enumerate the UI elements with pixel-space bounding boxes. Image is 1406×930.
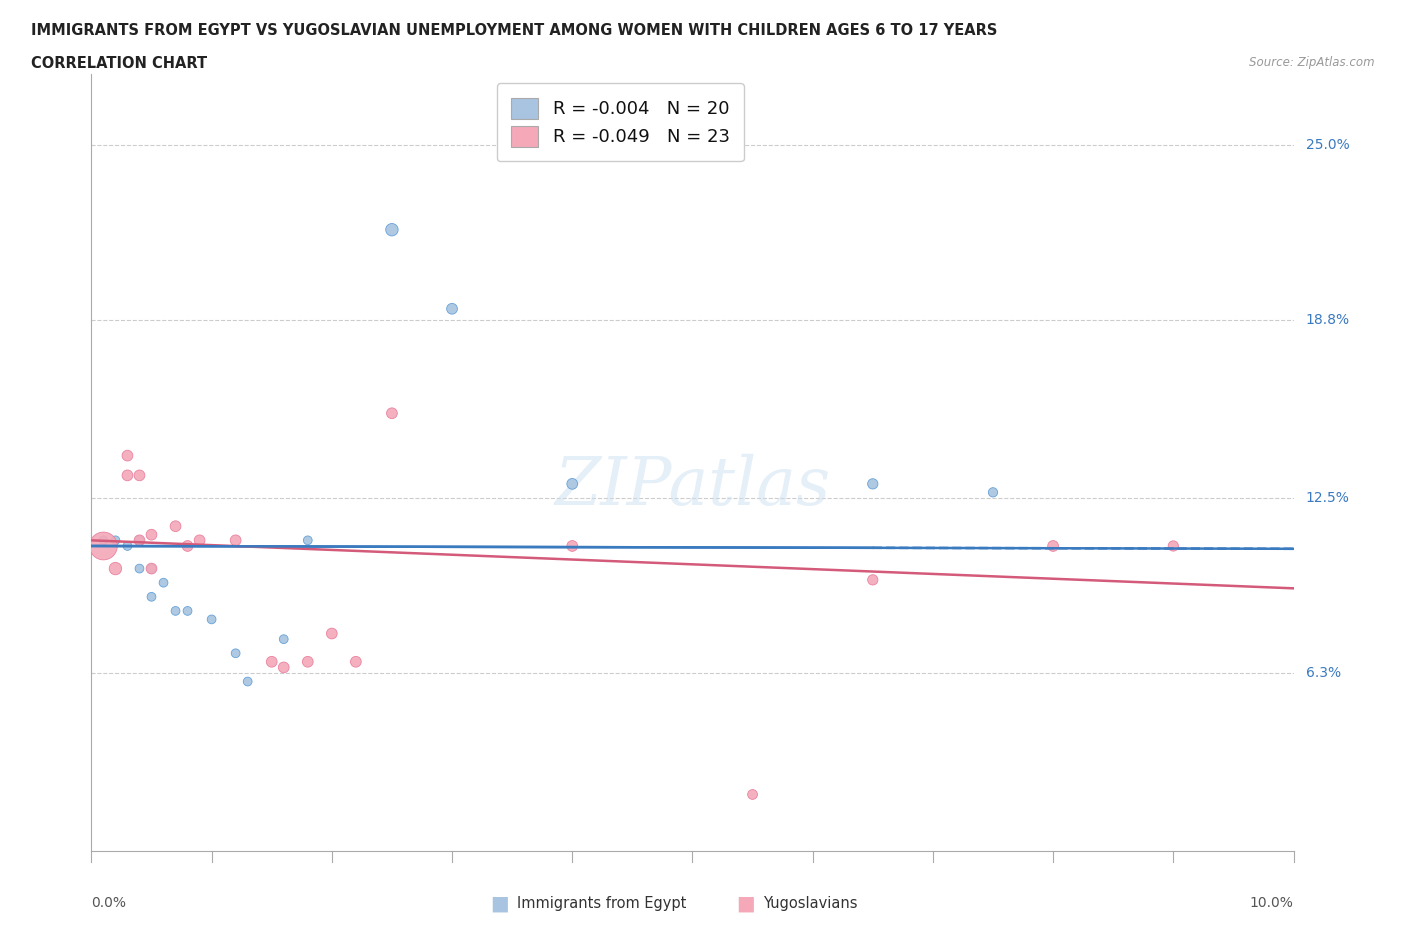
Point	[93, 533, 115, 548]
Text: ▪: ▪	[735, 889, 755, 919]
Text: IMMIGRANTS FROM EGYPT VS YUGOSLAVIAN UNEMPLOYMENT AMONG WOMEN WITH CHILDREN AGES: IMMIGRANTS FROM EGYPT VS YUGOSLAVIAN UNE…	[31, 23, 997, 38]
Point	[862, 573, 884, 588]
Text: ZIPatlas: ZIPatlas	[554, 453, 831, 519]
Point	[128, 561, 150, 576]
Point	[141, 527, 163, 542]
Point	[260, 655, 283, 670]
Text: Yugoslavians: Yugoslavians	[763, 897, 858, 911]
Text: CORRELATION CHART: CORRELATION CHART	[31, 56, 207, 71]
Point	[1161, 538, 1184, 553]
Text: 12.5%: 12.5%	[1306, 491, 1350, 505]
Point	[225, 533, 247, 548]
Point	[188, 533, 211, 548]
Legend: R = -0.004   N = 20, R = -0.049   N = 23: R = -0.004 N = 20, R = -0.049 N = 23	[496, 84, 744, 161]
Point	[117, 468, 139, 483]
Point	[297, 655, 319, 670]
Point	[344, 655, 367, 670]
Point	[104, 533, 127, 548]
Point	[862, 476, 884, 491]
Text: 10.0%: 10.0%	[1250, 897, 1294, 910]
Text: 6.3%: 6.3%	[1306, 666, 1341, 680]
Point	[297, 533, 319, 548]
Point	[176, 604, 198, 618]
Point	[152, 576, 174, 591]
Point	[117, 448, 139, 463]
Point	[273, 631, 295, 646]
Point	[165, 604, 187, 618]
Point	[117, 538, 139, 553]
Point	[225, 645, 247, 660]
Point	[381, 222, 404, 237]
Point	[165, 519, 187, 534]
Point	[141, 561, 163, 576]
Text: 18.8%: 18.8%	[1306, 313, 1350, 327]
Text: Immigrants from Egypt: Immigrants from Egypt	[517, 897, 686, 911]
Point	[273, 660, 295, 675]
Point	[981, 485, 1004, 499]
Point	[561, 476, 583, 491]
Text: ▪: ▪	[489, 889, 509, 919]
Point	[128, 533, 150, 548]
Point	[104, 561, 127, 576]
Point	[741, 787, 763, 802]
Point	[321, 626, 343, 641]
Point	[381, 405, 404, 420]
Point	[93, 538, 115, 553]
Text: 0.0%: 0.0%	[91, 897, 127, 910]
Point	[176, 538, 198, 553]
Point	[128, 533, 150, 548]
Point	[440, 301, 463, 316]
Point	[1042, 538, 1064, 553]
Point	[141, 590, 163, 604]
Point	[236, 674, 259, 689]
Point	[141, 561, 163, 576]
Point	[561, 538, 583, 553]
Point	[128, 468, 150, 483]
Point	[201, 612, 224, 627]
Text: 25.0%: 25.0%	[1306, 138, 1350, 152]
Text: Source: ZipAtlas.com: Source: ZipAtlas.com	[1250, 56, 1375, 69]
